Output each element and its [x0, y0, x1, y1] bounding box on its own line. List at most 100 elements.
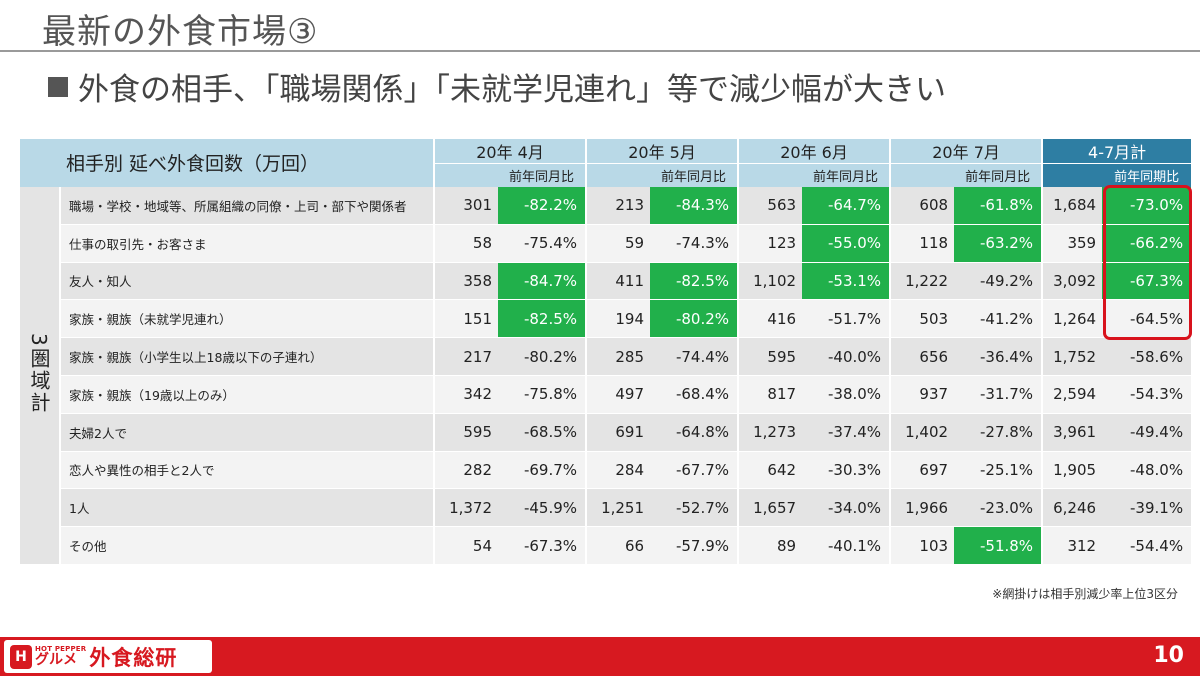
yoy-cell: -34.0%: [802, 488, 892, 528]
count-cell: 608: [890, 186, 955, 225]
yoy-cell-highlighted: -66.2%: [1102, 224, 1194, 263]
count-cell: 1,273: [738, 413, 803, 452]
count-cell: 595: [434, 413, 499, 452]
yoy-cell: -80.2%: [498, 337, 588, 376]
yoy-cell: -40.1%: [802, 526, 892, 565]
yoy-cell: -52.7%: [650, 488, 740, 528]
yoy-cell: -54.4%: [1102, 526, 1194, 565]
count-cell: 497: [586, 375, 651, 414]
count-cell: 312: [1042, 526, 1103, 565]
count-cell: 285: [586, 337, 651, 376]
period-header: 20年 6月: [738, 139, 892, 164]
yoy-cell: -40.0%: [802, 337, 892, 376]
count-cell: 697: [890, 451, 955, 490]
period-header: 4-7月計: [1042, 139, 1194, 164]
square-bullet-icon: [48, 76, 68, 97]
row-label: 職場・学校・地域等、所属組織の同僚・上司・部下や関係者: [60, 186, 436, 225]
period-header: 20年 7月: [890, 139, 1044, 164]
yoy-cell-highlighted: -80.2%: [650, 299, 740, 339]
yoy-cell: -74.3%: [650, 224, 740, 263]
count-cell: 194: [586, 299, 651, 339]
yoy-cell: -31.7%: [954, 375, 1044, 414]
yoy-cell: -64.5%: [1102, 299, 1194, 339]
count-cell: 595: [738, 337, 803, 376]
table-row: 仕事の取引先・お客さま 58 -75.4% 59 -74.3% 123 -55.0% 118-…: [20, 224, 1194, 263]
yoy-cell: -27.8%: [954, 413, 1044, 452]
count-cell: 656: [890, 337, 955, 376]
slide-subtitle: 外食の相手、「職場関係」「未就学児連れ」等で減少幅が大きい: [48, 64, 946, 109]
yoy-column-header: 前年同月比: [650, 163, 740, 187]
count-cell: 2,594: [1042, 375, 1103, 414]
count-cell: 1,684: [1042, 186, 1103, 225]
yoy-cell: -64.8%: [650, 413, 740, 452]
yoy-cell: -39.1%: [1102, 488, 1194, 528]
count-cell: 1,402: [890, 413, 955, 452]
count-cell: 1,372: [434, 488, 499, 528]
row-label: 友人・知人: [60, 262, 436, 301]
count-cell: 59: [586, 224, 651, 263]
count-cell: 411: [586, 262, 651, 301]
count-cell: 103: [890, 526, 955, 565]
count-cell: 1,657: [738, 488, 803, 528]
count-column-header: [738, 163, 803, 187]
yoy-cell: -75.4%: [498, 224, 588, 263]
companion-dining-table: 相手別 延べ外食回数（万回） 20年 4月 20年 5月 20年 6月 20年 7月 4-…: [20, 139, 1194, 565]
yoy-cell-highlighted: -55.0%: [802, 224, 892, 263]
count-cell: 123: [738, 224, 803, 263]
count-column-header: [1042, 163, 1103, 187]
yoy-cell: -68.4%: [650, 375, 740, 414]
count-cell: 58: [434, 224, 499, 263]
count-cell: 284: [586, 451, 651, 490]
row-label: その他: [60, 526, 436, 565]
period-header: 20年 4月: [434, 139, 588, 164]
count-cell: 358: [434, 262, 499, 301]
count-cell: 1,905: [1042, 451, 1103, 490]
yoy-cell-highlighted: -67.3%: [1102, 262, 1194, 301]
count-cell: 563: [738, 186, 803, 225]
row-label: 夫婦2人で: [60, 413, 436, 452]
yoy-cell: -74.4%: [650, 337, 740, 376]
count-cell: 1,264: [1042, 299, 1103, 339]
count-cell: 1,966: [890, 488, 955, 528]
count-cell: 3,092: [1042, 262, 1103, 301]
yoy-cell: -58.6%: [1102, 337, 1194, 376]
yoy-cell: -67.3%: [498, 526, 588, 565]
yoy-cell: -75.8%: [498, 375, 588, 414]
yoy-cell: -37.4%: [802, 413, 892, 452]
row-label: 恋人や異性の相手と2人で: [60, 451, 436, 490]
footnote: ※網掛けは相手別減少率上位3区分: [992, 587, 1178, 601]
title-divider: [0, 50, 1200, 52]
yoy-cell: -38.0%: [802, 375, 892, 414]
yoy-cell: -25.1%: [954, 451, 1044, 490]
count-cell: 213: [586, 186, 651, 225]
header-row-yoy: 前年同月比 前年同月比 前年同月比 前年同月比 前年同期比: [20, 163, 1194, 187]
brand-logo: H HOT PEPPER グルメ 外食総研: [4, 640, 212, 673]
yoy-cell: -69.7%: [498, 451, 588, 490]
yoy-cell: -23.0%: [954, 488, 1044, 528]
count-cell: 503: [890, 299, 955, 339]
yoy-cell-highlighted: -84.7%: [498, 262, 588, 301]
logo-gurume-text: グルメ: [35, 652, 77, 668]
table-row: 恋人や異性の相手と2人で 282 -69.7% 284 -67.7% 642 -30.3% 6…: [20, 451, 1194, 490]
count-cell: 1,222: [890, 262, 955, 301]
count-cell: 359: [1042, 224, 1103, 263]
count-cell: 282: [434, 451, 499, 490]
region-side-label: 3圏域計: [20, 186, 61, 565]
yoy-column-header: 前年同月比: [802, 163, 892, 187]
slide-title: 最新の外食市場③: [42, 12, 319, 52]
yoy-cell: -67.7%: [650, 451, 740, 490]
header-row-periods: 相手別 延べ外食回数（万回） 20年 4月 20年 5月 20年 6月 20年 7月 4-…: [20, 139, 1194, 187]
yoy-column-header: 前年同月比: [498, 163, 588, 187]
yoy-cell-highlighted: -82.2%: [498, 186, 588, 225]
row-label: 家族・親族（19歳以上のみ）: [60, 375, 436, 414]
yoy-cell: -57.9%: [650, 526, 740, 565]
count-cell: 342: [434, 375, 499, 414]
period-header: 20年 5月: [586, 139, 740, 164]
yoy-cell: -48.0%: [1102, 451, 1194, 490]
count-cell: 66: [586, 526, 651, 565]
yoy-cell: -45.9%: [498, 488, 588, 528]
table-row: 家族・親族（小学生以上18歳以下の子連れ） 217 -80.2% 285 -74.4% 5…: [20, 337, 1194, 376]
yoy-cell: -49.2%: [954, 262, 1044, 301]
yoy-cell-highlighted: -53.1%: [802, 262, 892, 301]
logo-hotpepper-text: HOT PEPPER: [35, 645, 87, 653]
